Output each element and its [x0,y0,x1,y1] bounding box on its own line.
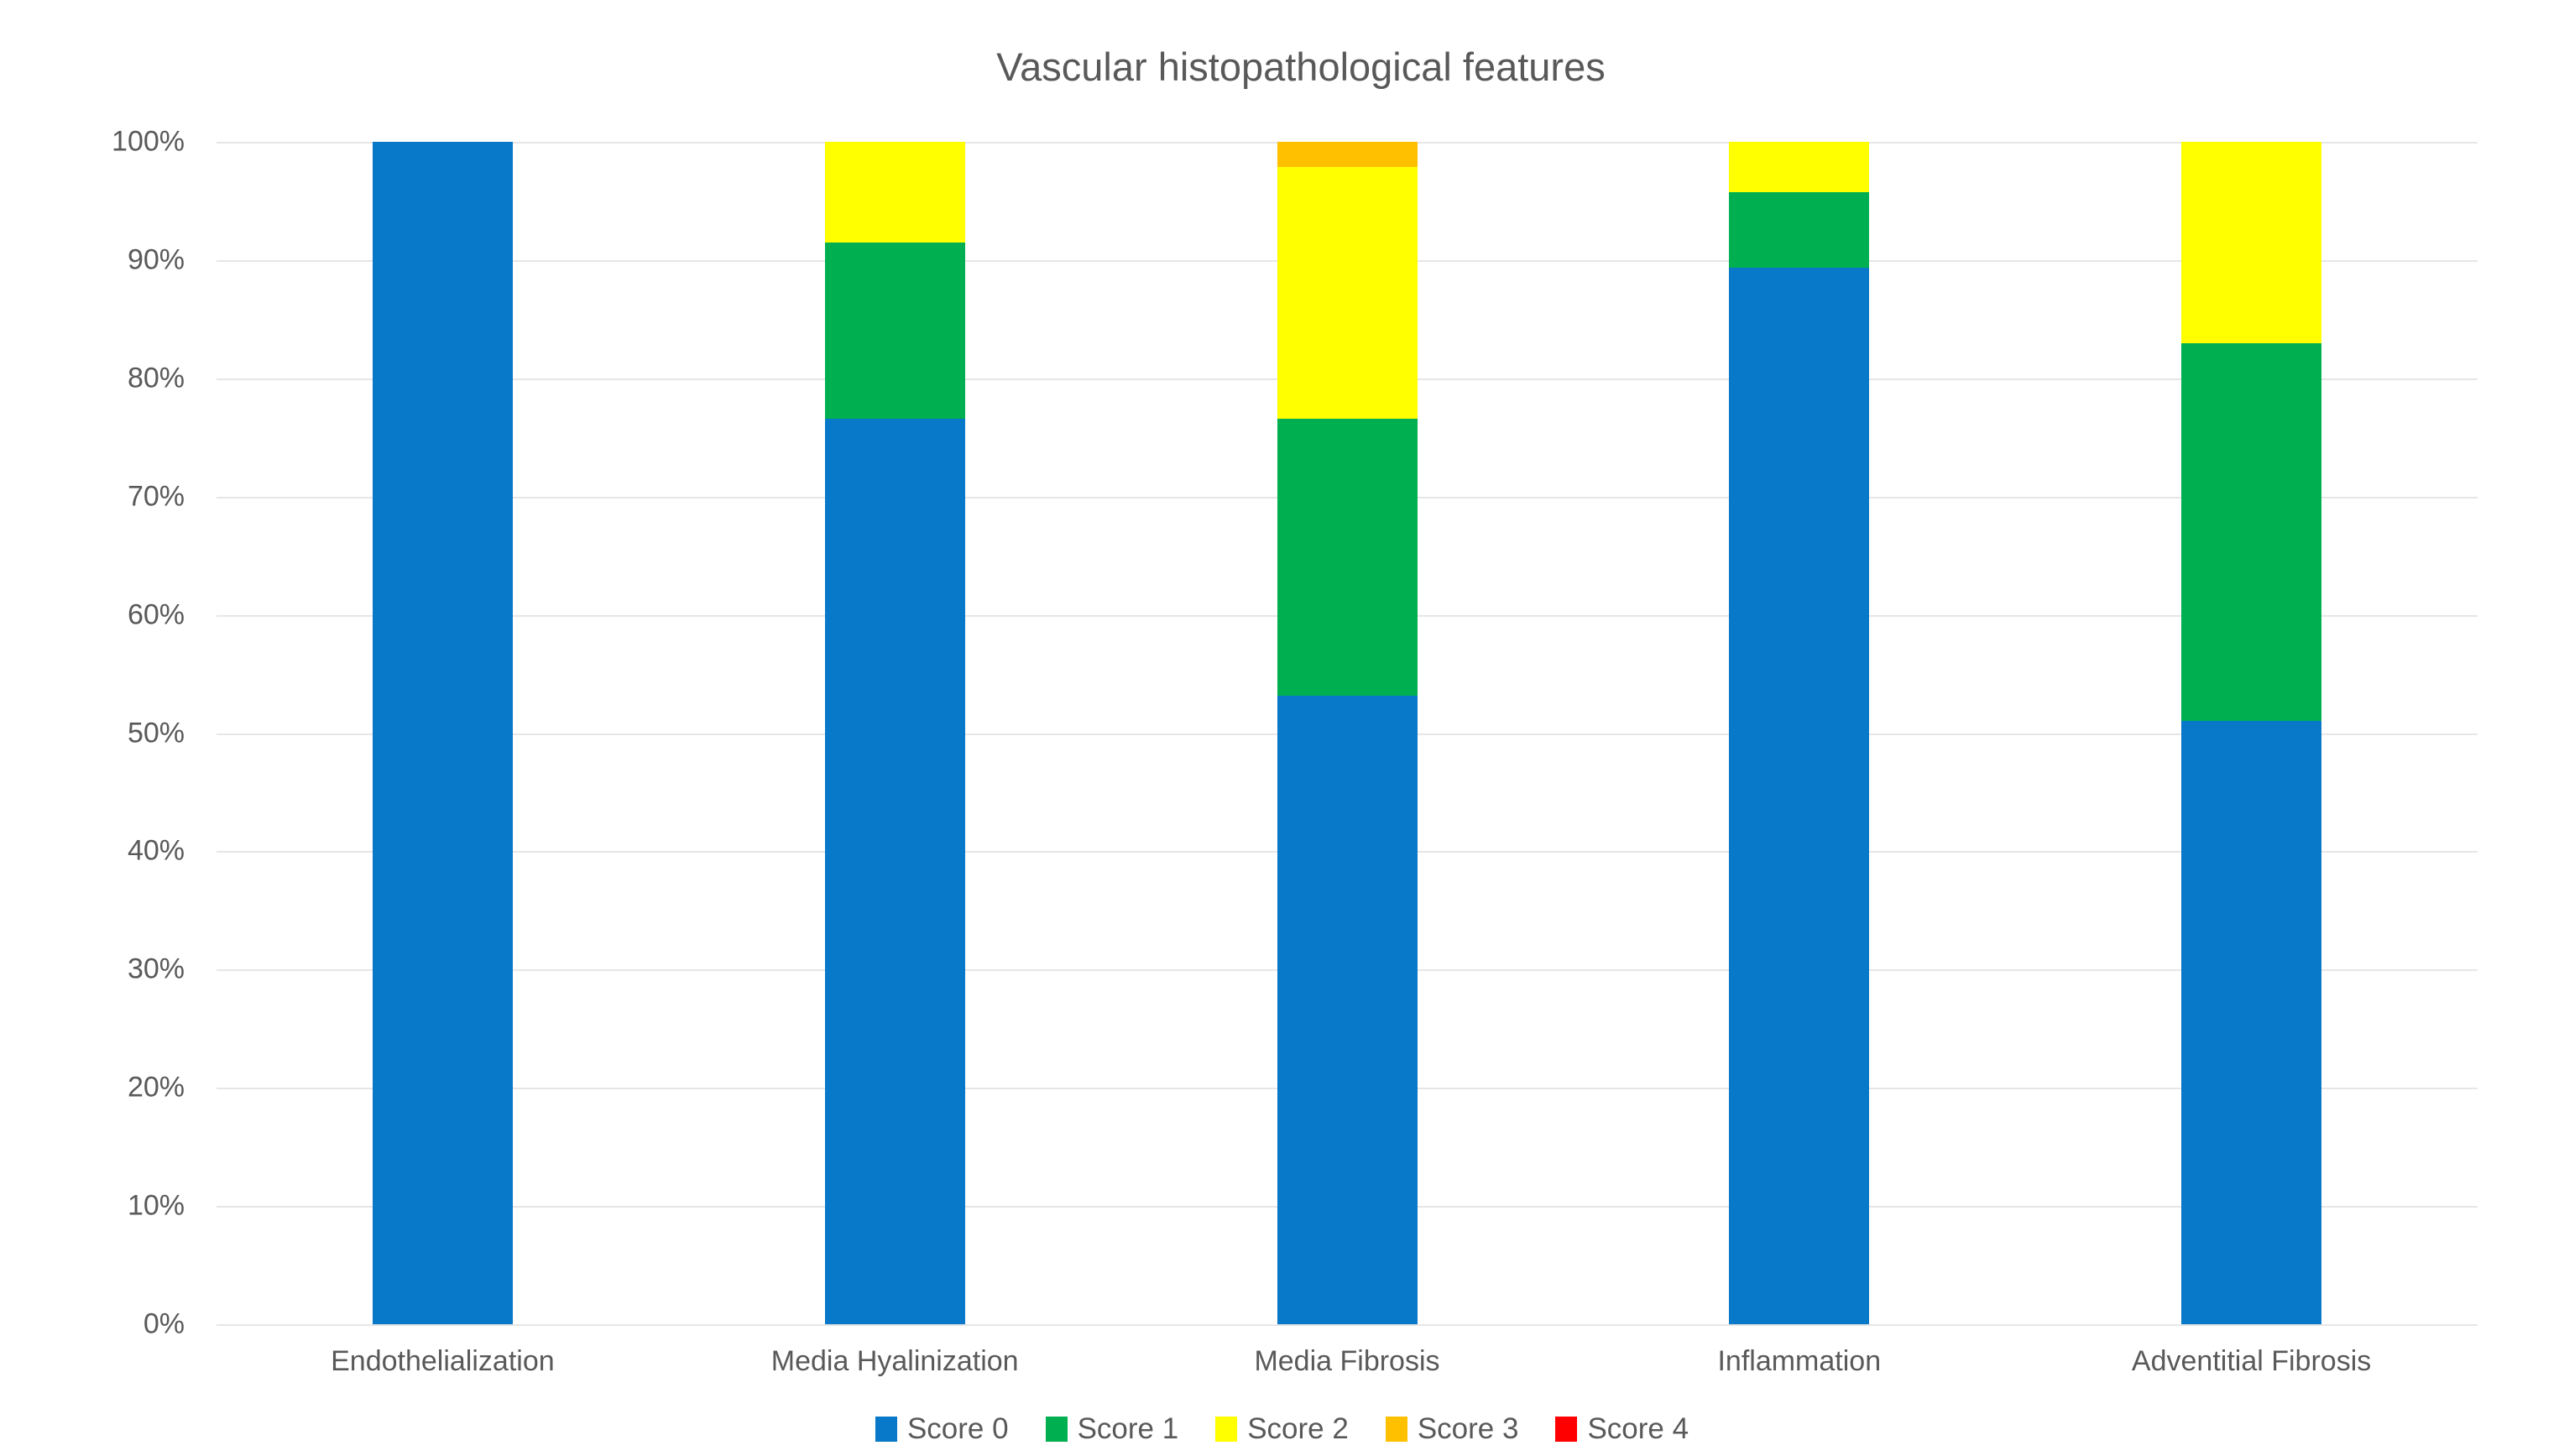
x-axis-tick-label: Adventitial Fibrosis [2131,1345,2372,1377]
stacked-bar-media-hyalinization [824,142,965,1324]
bar-segment-score-2 [1277,167,1418,419]
bar-segment-score-2 [2181,142,2322,343]
legend-label: Score 4 [1587,1412,1689,1445]
y-axis-tick-label: 80% [127,362,185,394]
chart-title: Vascular histopathological features [996,44,1606,89]
bar-segment-score-3 [1277,142,1418,168]
legend-item-score-2: Score 2 [1215,1412,1349,1446]
bar-segment-score-1 [2181,342,2322,721]
bar-segment-score-0 [1729,267,1870,1324]
x-axis-tick-label: Inflammation [1717,1345,1882,1377]
y-axis-tick-label: 0% [143,1307,185,1340]
x-axis-tick-label: Media Fibrosis [1254,1345,1440,1377]
legend-item-score-1: Score 1 [1045,1412,1179,1446]
y-axis-tick-label: 90% [127,243,185,276]
gridline [217,1324,2478,1326]
legend-label: Score 2 [1247,1412,1349,1445]
bar-segment-score-1 [824,242,965,419]
bar-segment-score-0 [372,142,513,1324]
bar-segment-score-0 [1277,695,1418,1324]
y-axis-tick-label: 40% [127,834,185,867]
y-axis-tick-label: 100% [112,125,185,158]
x-axis-tick-label: Media Hyalinization [770,1345,1019,1377]
y-axis-tick-label: 60% [127,598,185,631]
bar-segment-score-2 [824,142,965,243]
stacked-bar-adventitial-fibrosis [2181,142,2322,1324]
legend-swatch-icon [875,1417,897,1442]
stacked-bar-endothelialization [372,142,513,1324]
legend-swatch-icon [1385,1417,1407,1442]
y-axis-tick-label: 10% [127,1189,185,1222]
plot-area [217,142,2478,1326]
legend-swatch-icon [1555,1417,1578,1442]
bar-segment-score-0 [2181,720,2322,1324]
legend: Score 0 Score 1 Score 2 Score 3 Score 4 [0,1412,2564,1446]
stacked-bar-inflammation [1729,142,1870,1324]
legend-swatch-icon [1045,1417,1068,1442]
y-axis-tick-label: 70% [127,480,185,513]
bar-segment-score-1 [1277,418,1418,696]
stacked-bar-media-fibrosis [1277,142,1418,1324]
legend-swatch-icon [1215,1417,1238,1442]
bar-segment-score-1 [1729,192,1870,268]
y-axis-tick-label: 30% [127,952,185,985]
bar-segment-score-0 [824,418,965,1324]
x-axis-tick-label: Endothelialization [331,1345,555,1377]
y-axis-tick-label: 20% [127,1071,185,1104]
legend-label: Score 0 [906,1412,1009,1445]
legend-item-score-3: Score 3 [1385,1412,1519,1446]
legend-label: Score 1 [1077,1412,1179,1445]
y-axis-tick-label: 50% [127,717,185,749]
bar-segment-score-2 [1729,142,1870,193]
legend-item-score-0: Score 0 [875,1412,1009,1446]
legend-label: Score 3 [1417,1412,1519,1445]
legend-item-score-4: Score 4 [1555,1412,1689,1446]
